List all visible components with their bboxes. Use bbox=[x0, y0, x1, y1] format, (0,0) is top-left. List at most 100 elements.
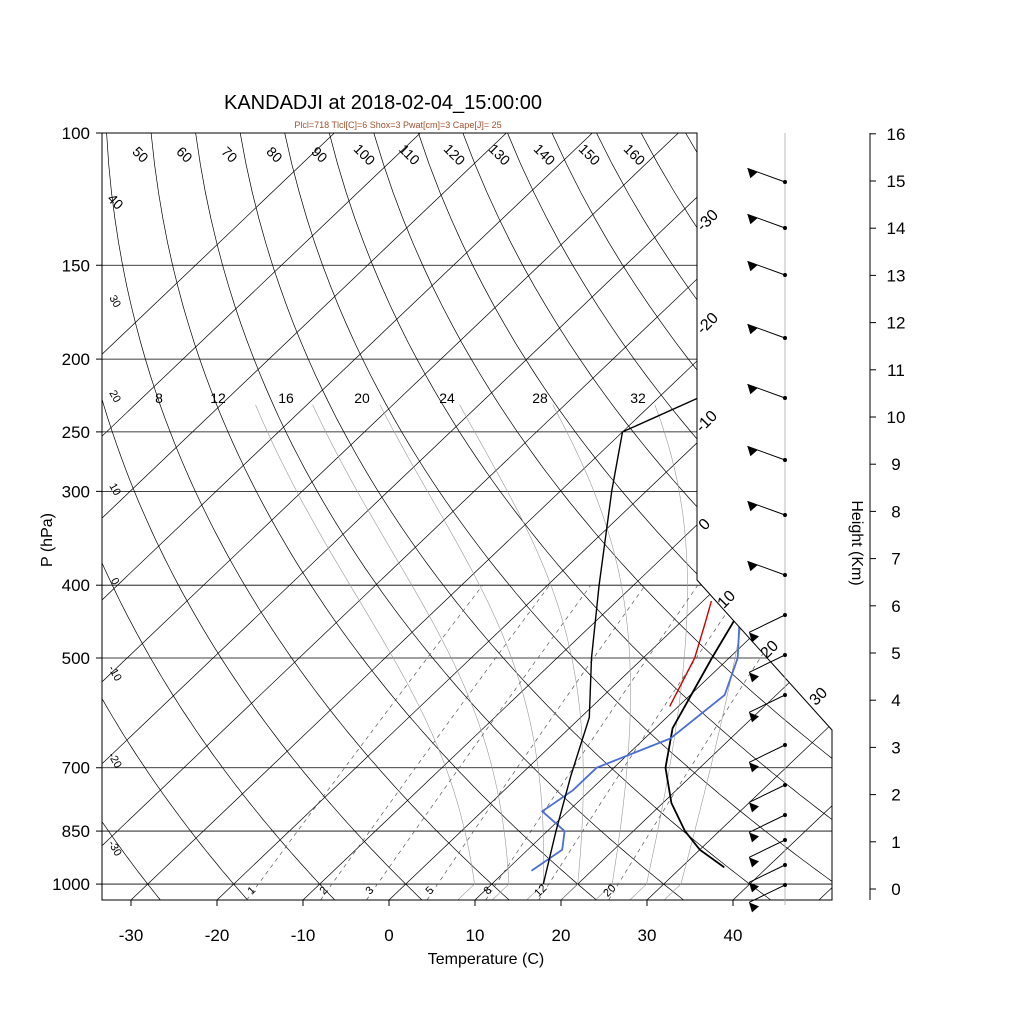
barb-point bbox=[783, 863, 787, 867]
height-tick-label: 4 bbox=[891, 691, 900, 710]
barb-point bbox=[783, 573, 787, 577]
dry-adiabat-line bbox=[373, 133, 832, 900]
isotherm-line bbox=[646, 133, 832, 900]
dry-adiabat-line bbox=[328, 133, 832, 900]
height-tick-label: 3 bbox=[891, 738, 900, 757]
wind-barbs bbox=[747, 133, 787, 913]
wind-barb bbox=[748, 864, 786, 883]
left-adiabat-label: -30 bbox=[105, 839, 123, 859]
dry-adiabat-label: 140 bbox=[531, 141, 559, 169]
y-axis-label: P (hPa) bbox=[39, 513, 56, 567]
barb-point bbox=[783, 336, 787, 340]
dry-adiabat-line bbox=[102, 133, 336, 900]
dry-adiabat-label: 110 bbox=[396, 141, 423, 168]
dry-adiabat-label: 80 bbox=[263, 143, 285, 165]
dry-adiabat-label: 70 bbox=[218, 143, 240, 165]
series-parcel_cape bbox=[669, 600, 713, 707]
wind-barb-flag bbox=[747, 501, 758, 512]
height-tick-label: 6 bbox=[891, 597, 900, 616]
dry-adiabat-line bbox=[102, 133, 423, 900]
height-tick-label: 2 bbox=[891, 786, 900, 805]
isotherm-line bbox=[102, 133, 765, 900]
dry-adiabat-label: 130 bbox=[486, 141, 514, 169]
dry-adiabat-line bbox=[284, 133, 832, 900]
height-axis-label: Height (Km) bbox=[848, 500, 865, 585]
height-tick-label: 10 bbox=[887, 408, 906, 427]
height-tick-label: 14 bbox=[887, 219, 906, 238]
barb-point bbox=[783, 273, 787, 277]
isotherm-line bbox=[102, 133, 421, 900]
y-tick-label: 300 bbox=[62, 482, 90, 501]
x-tick-label: -10 bbox=[291, 926, 316, 945]
wind-barb-flag bbox=[749, 712, 759, 723]
x-tick-label: 20 bbox=[552, 926, 571, 945]
y-tick-label: 400 bbox=[62, 576, 90, 595]
barb-point bbox=[783, 513, 787, 517]
series-layer bbox=[530, 133, 832, 885]
x-tick-label: -20 bbox=[205, 926, 230, 945]
isotherm-line bbox=[102, 133, 679, 900]
barb-point bbox=[783, 838, 787, 842]
dry-adiabat-line bbox=[195, 133, 684, 900]
wind-barb-flag bbox=[749, 802, 759, 813]
barb-point bbox=[783, 813, 787, 817]
dry-adiabat-line bbox=[239, 133, 772, 900]
moist-adiabat-label: 20 bbox=[354, 390, 370, 406]
y-tick-label: 100 bbox=[62, 124, 90, 143]
dry-adiabat-label: 100 bbox=[351, 141, 379, 169]
isotherm-label: -30 bbox=[694, 207, 722, 235]
wind-barb-flag bbox=[749, 882, 759, 893]
dry-adiabat-line bbox=[150, 133, 597, 900]
isotherm-line bbox=[474, 133, 832, 900]
dry-adiabat-line bbox=[640, 133, 832, 900]
wind-barb bbox=[747, 383, 786, 399]
mixing-ratio-label: 3 bbox=[363, 884, 376, 897]
x-tick-label: 10 bbox=[466, 926, 485, 945]
wind-barb bbox=[748, 884, 786, 903]
wind-barb-flag bbox=[749, 902, 759, 913]
dry-adiabat-label: 50 bbox=[129, 143, 151, 165]
y-tick-label: 700 bbox=[62, 759, 90, 778]
left-adiabat-label: 20 bbox=[106, 388, 123, 405]
dry-adiabat-label: 120 bbox=[441, 141, 469, 169]
mixing-ratio-label: 5 bbox=[423, 884, 436, 897]
height-tick-label: 9 bbox=[891, 455, 900, 474]
wind-barb bbox=[747, 445, 786, 461]
mixing-ratio-line bbox=[246, 584, 483, 900]
moist-adiabat-label: 32 bbox=[630, 390, 646, 406]
dry-adiabat-label: 160 bbox=[621, 141, 649, 169]
wind-barb-flag bbox=[747, 446, 758, 457]
wind-barb-flag bbox=[749, 672, 759, 683]
isotherm-line bbox=[102, 133, 507, 900]
barb-point bbox=[783, 743, 787, 747]
wind-barb-flag bbox=[749, 832, 759, 843]
left-adiabat-label: 10 bbox=[106, 481, 123, 498]
height-tick-label: 12 bbox=[887, 314, 906, 333]
moist-adiabat-line bbox=[552, 404, 631, 900]
dry-adiabat-line bbox=[102, 133, 161, 900]
isotherm-label: 10 bbox=[715, 587, 740, 612]
x-tick-label: 40 bbox=[724, 926, 743, 945]
wind-barb bbox=[747, 500, 786, 516]
height-tick-label: 11 bbox=[887, 361, 905, 380]
y-tick-label: 1000 bbox=[52, 875, 90, 894]
wind-barb bbox=[748, 654, 786, 673]
wind-barb-flag bbox=[749, 857, 759, 868]
wind-barb-flag bbox=[749, 762, 759, 773]
moist-adiabat-line bbox=[312, 404, 510, 900]
dry-adiabat-line bbox=[106, 133, 510, 900]
left-adiabat-label: 0 bbox=[108, 576, 121, 587]
y-tick-label: 150 bbox=[62, 256, 90, 275]
chart-subtitle: Plcl=718 Tlcl[C]=6 Shox=3 Pwat[cm]=3 Cap… bbox=[294, 120, 501, 130]
moist-adiabat-line bbox=[663, 404, 758, 900]
mixing-ratio-label: 2 bbox=[317, 884, 330, 897]
y-tick-label: 250 bbox=[62, 423, 90, 442]
barb-point bbox=[783, 613, 787, 617]
wind-barb-flag bbox=[747, 324, 758, 335]
height-tick-label: 16 bbox=[887, 125, 906, 144]
moist-adiabat-line bbox=[379, 404, 544, 900]
series-parcel bbox=[542, 133, 832, 885]
wind-barb-flag bbox=[747, 168, 758, 179]
